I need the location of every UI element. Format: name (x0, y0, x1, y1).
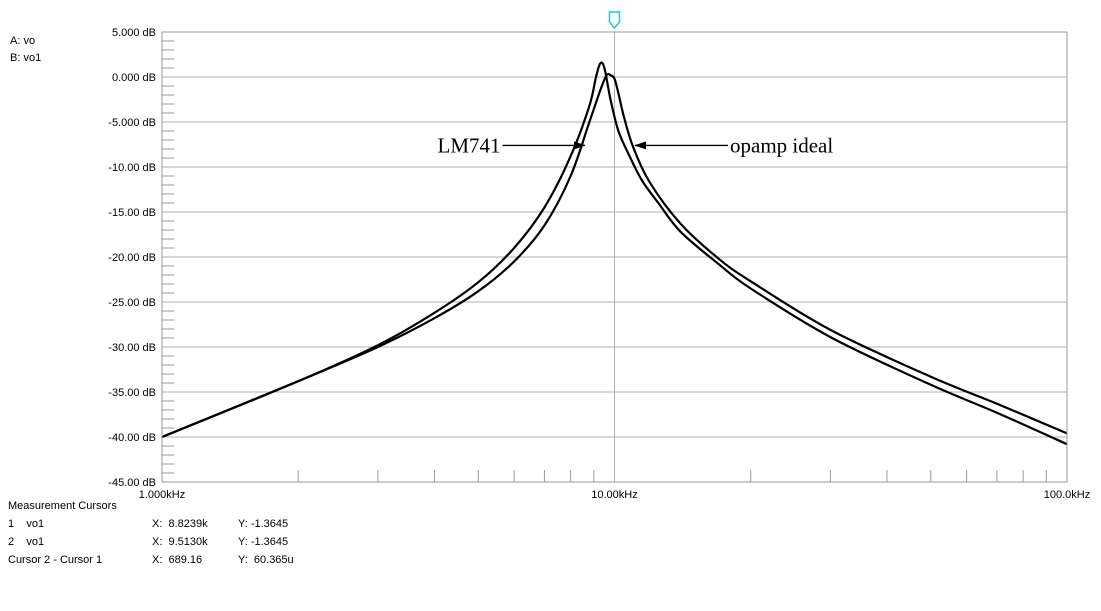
cursor-y-value: Y: -1.3645 (238, 536, 289, 548)
series-line-vo (161, 72, 1068, 439)
y-tick-label: -10.00 dB (108, 162, 156, 174)
cursor-marker[interactable] (608, 11, 621, 30)
y-tick-label: 5.000 dB (112, 27, 156, 39)
series (161, 61, 1068, 446)
trace-label-a: A: vo (10, 35, 36, 47)
y-tick-labels: 5.000 dB 0.000 dB -5.000 dB -10.00 dB -15.00… (108, 27, 156, 489)
cursor-y-value: Y: 60.365u (238, 554, 294, 566)
trace-label-b: B: vo1 (10, 52, 42, 64)
y-tick-label: -40.00 dB (108, 432, 156, 444)
y-tick-label: -5.000 dB (108, 117, 156, 129)
cursor-marker-icon (608, 11, 621, 30)
x-tick-label: 1.000kHz (139, 489, 185, 500)
y-tick-label: -30.00 dB (108, 342, 156, 354)
x-tick-labels: 1.000kHz 10.00kHz 100.0kHz (139, 489, 1090, 500)
y-tick-label: 0.000 dB (112, 72, 156, 84)
plot-frame (161, 31, 1068, 483)
measurement-cursors-panel: Measurement Cursors 1 vo1 X: 8.8239k Y: … (8, 500, 294, 572)
cursor-y-value: Y: -1.3645 (238, 518, 289, 530)
y-tick-label: -35.00 dB (108, 387, 156, 399)
series-line-vo1 (161, 61, 1068, 446)
cursor-x-value: X: 9.5130k (152, 536, 208, 548)
annotations: LM741 opamp ideal (438, 133, 834, 157)
bode-plot: 5.000 dB 0.000 dB -5.000 dB -10.00 dB -15.00… (108, 11, 1090, 500)
annotation-label: LM741 (438, 133, 501, 157)
minor-ticks (162, 40, 1047, 482)
measurement-row: Cursor 2 - Cursor 1 X: 689.16 Y: 60.365u (8, 554, 294, 572)
y-tick-label: -25.00 dB (108, 297, 156, 309)
grid (161, 31, 1068, 483)
cursor-x-value: X: 689.16 (152, 554, 203, 566)
measurement-title: Measurement Cursors (8, 500, 117, 512)
measurement-row: 1 vo1 X: 8.8239k Y: -1.3645 (8, 518, 288, 536)
cursor-name: 2 vo1 (8, 536, 45, 548)
cursor-x-value: X: 8.8239k (152, 518, 208, 530)
x-tick-label: 10.00kHz (591, 489, 637, 500)
y-tick-label: -15.00 dB (108, 207, 156, 219)
y-tick-label: -20.00 dB (108, 252, 156, 264)
cursor-name: Cursor 2 - Cursor 1 (8, 554, 103, 566)
y-tick-label: -45.00 dB (108, 477, 156, 489)
x-tick-label: 100.0kHz (1044, 489, 1090, 500)
annotation-label: opamp ideal (730, 133, 833, 157)
cursor-name: 1 vo1 (8, 518, 45, 530)
measurement-row: 2 vo1 X: 9.5130k Y: -1.3645 (8, 536, 288, 554)
